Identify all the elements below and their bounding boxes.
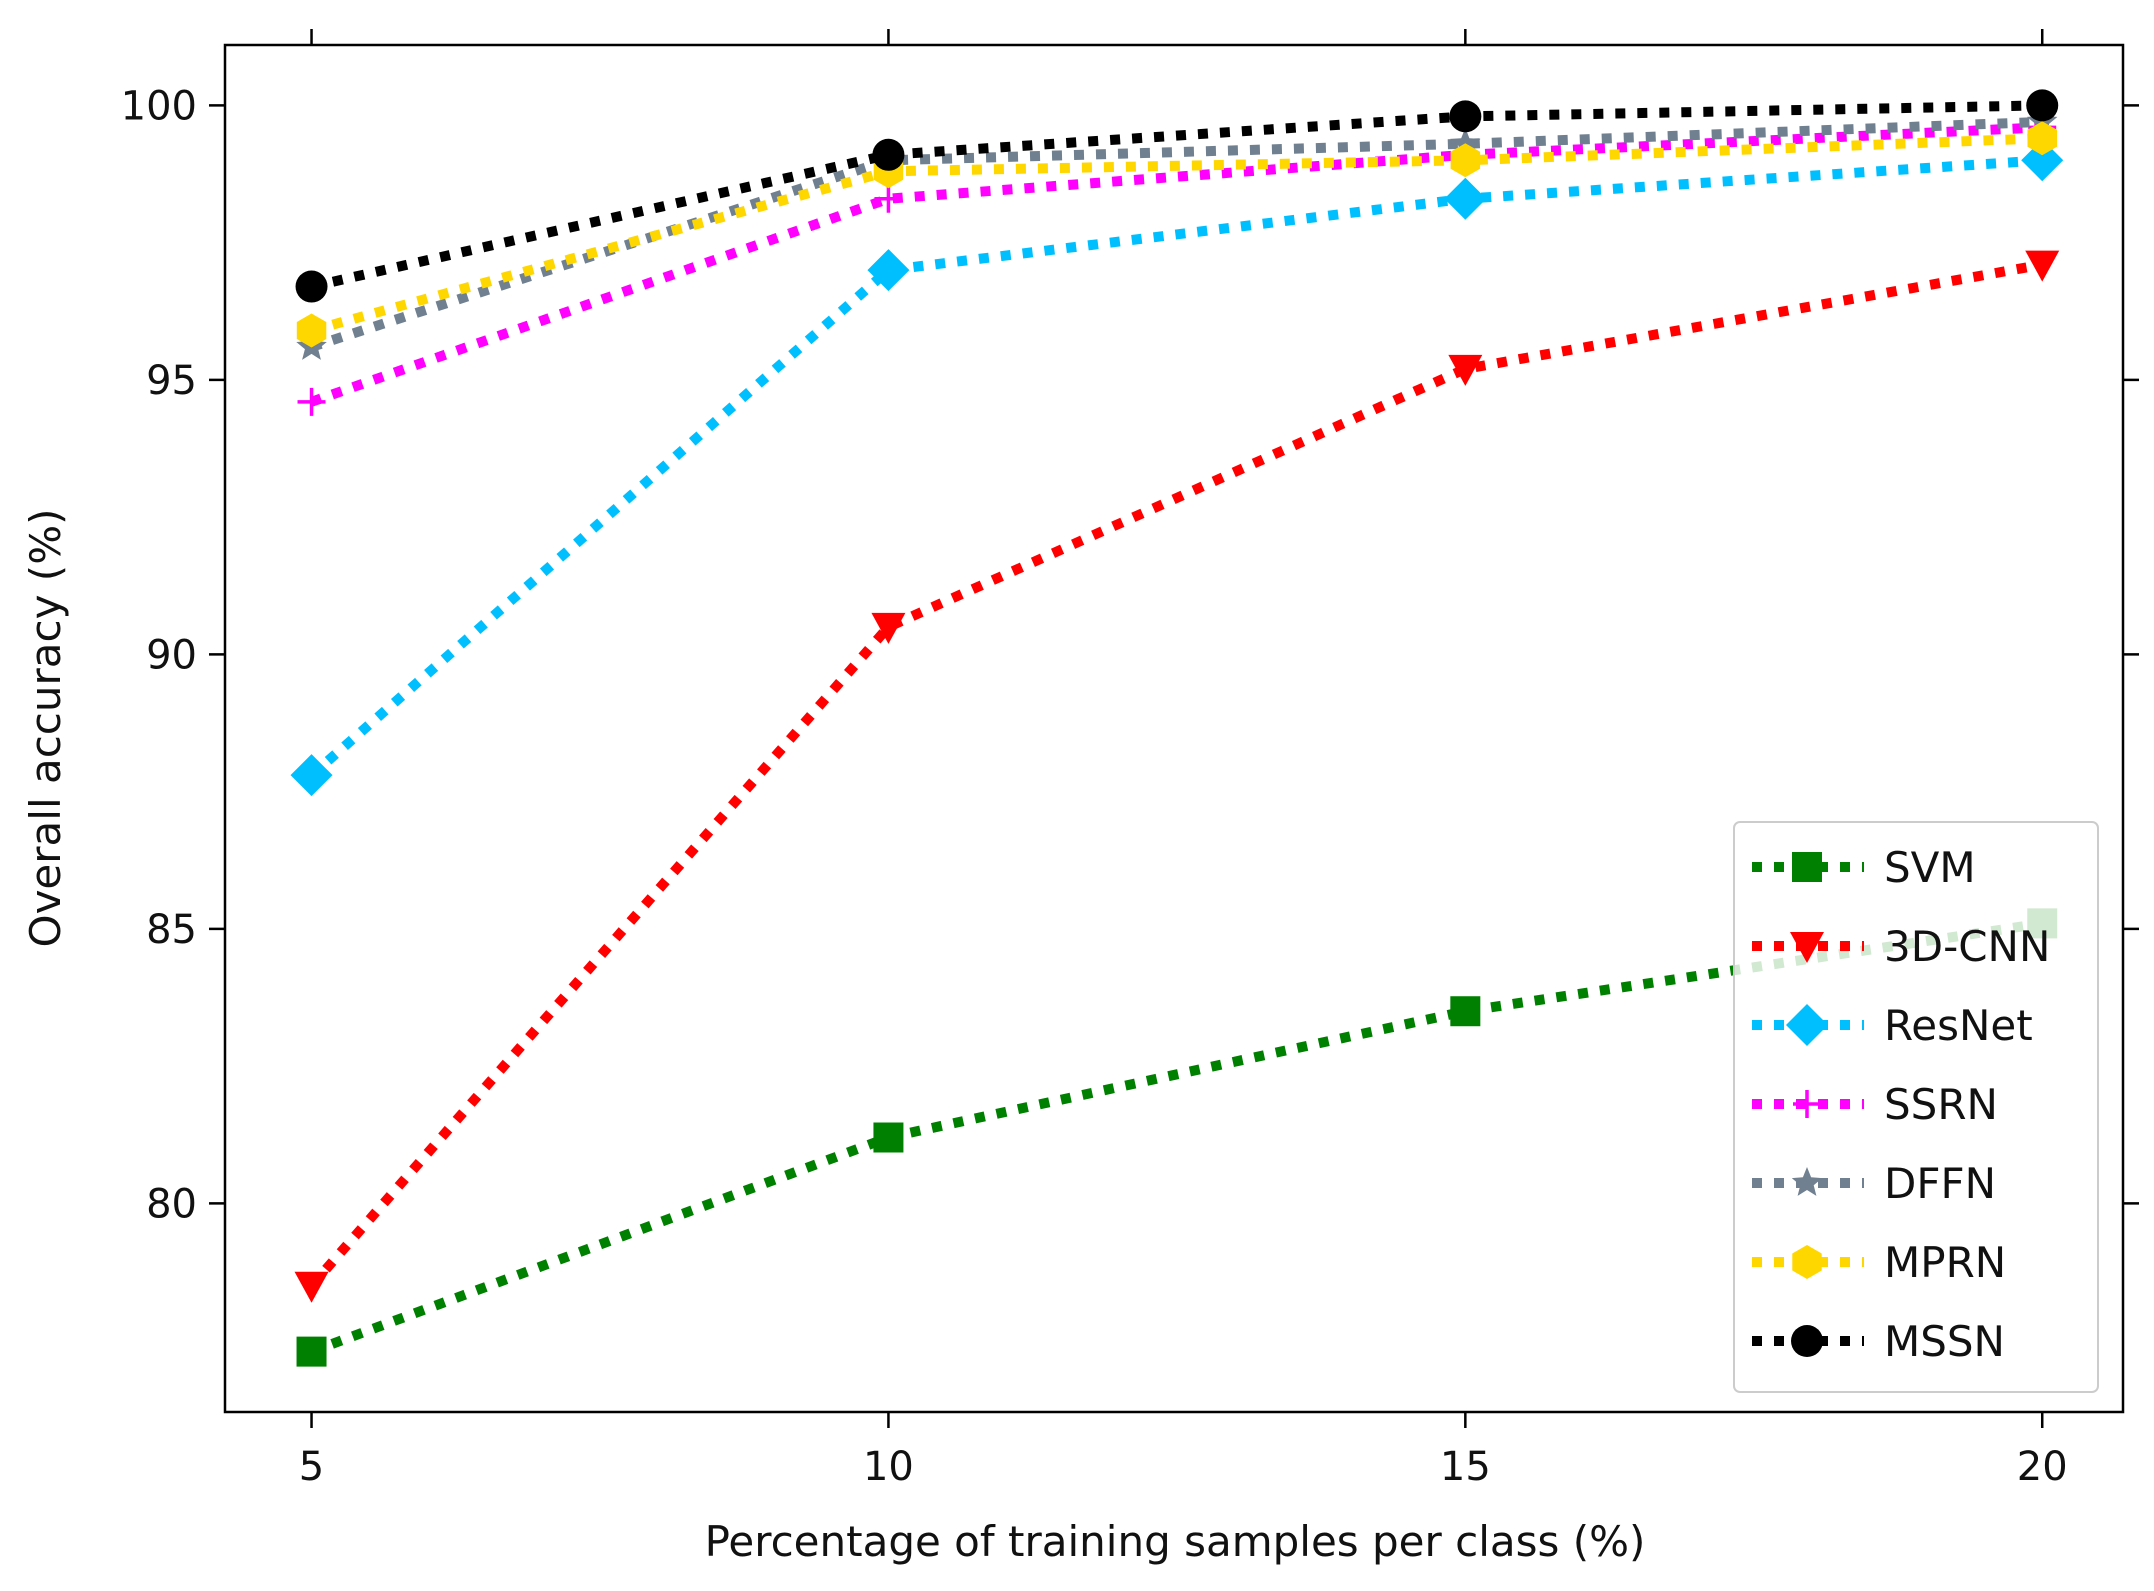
y-axis-label: Overall accuracy (%) xyxy=(21,509,70,948)
plot-frame xyxy=(223,43,2125,1414)
data-point-ssrn xyxy=(874,184,903,213)
data-point-mprn xyxy=(1450,143,1481,178)
legend-box xyxy=(1733,821,2099,1393)
legend-entry-ssrn: SSRN xyxy=(1752,1080,1998,1129)
y-tick-label: 80 xyxy=(146,1181,197,1227)
legend-entry-3d-cnn: 3D-CNN xyxy=(1752,922,2050,971)
y-tick-label: 95 xyxy=(146,358,197,404)
y-tick-label: 100 xyxy=(121,83,197,129)
data-point-resnet xyxy=(1444,177,1487,220)
series-line-mprn xyxy=(310,133,2043,336)
legend-label: MSSN xyxy=(1884,1317,2005,1366)
legend-marker xyxy=(1786,1004,1828,1046)
legend-marker xyxy=(1793,1090,1821,1118)
y-tick-label: 90 xyxy=(146,632,197,678)
legend: SVM 3D-CNN ResNet SSRN DFFN MPRN MSSN xyxy=(1733,821,2099,1393)
legend-marker xyxy=(1791,1325,1823,1357)
legend-entry-dffn: DFFN xyxy=(1752,1159,1996,1208)
legend-label: DFFN xyxy=(1884,1159,1996,1208)
data-point-3d-cnn xyxy=(1448,354,1483,386)
data-point-resnet xyxy=(290,754,333,797)
legend-marker xyxy=(1790,932,1824,963)
series-3d-cnn xyxy=(294,250,2060,1303)
legend-marker xyxy=(1791,1167,1823,1196)
data-point-dffn xyxy=(1450,127,1481,157)
x-tick-label: 5 xyxy=(299,1444,324,1490)
legend-entry-mprn: MPRN xyxy=(1752,1238,2006,1287)
legend-entry-svm: SVM xyxy=(1752,843,1976,892)
x-tick-label: 20 xyxy=(2017,1444,2068,1490)
legend-label: SSRN xyxy=(1884,1080,1998,1129)
data-point-svm xyxy=(1450,996,1481,1027)
legend-label: SVM xyxy=(1884,843,1976,892)
series-line-resnet xyxy=(308,155,2043,779)
data-point-resnet xyxy=(867,249,910,292)
legend-marker xyxy=(1792,1245,1822,1279)
series-line-ssrn xyxy=(309,122,2043,407)
axis-ticks: 5 10 15 20 80 85 90 95 100 xyxy=(121,29,2139,1490)
data-point-mssn xyxy=(295,270,328,303)
legend-entry-mssn: MSSN xyxy=(1752,1317,2005,1366)
data-point-svm xyxy=(873,1122,904,1153)
y-tick-label: 85 xyxy=(146,907,197,953)
data-point-3d-cnn xyxy=(2025,250,2060,282)
data-point-mssn xyxy=(872,138,905,171)
series-line-3d-cnn xyxy=(307,259,2044,1289)
data-point-resnet xyxy=(2021,139,2064,182)
data-point-mssn xyxy=(2026,89,2059,122)
series-line-mssn xyxy=(310,100,2043,292)
series-mssn xyxy=(295,89,2059,303)
x-axis-label: Percentage of training samples per class… xyxy=(705,1517,1646,1566)
data-point-mprn xyxy=(296,313,327,348)
series-ssrn xyxy=(297,113,2057,416)
legend-label: MPRN xyxy=(1884,1238,2006,1287)
legend-label: ResNet xyxy=(1884,1001,2033,1050)
data-point-svm xyxy=(296,1336,327,1367)
x-tick-label: 15 xyxy=(1440,1444,1491,1490)
data-point-3d-cnn xyxy=(294,1271,329,1303)
legend-entry-resnet: ResNet xyxy=(1752,1001,2033,1050)
data-point-mprn xyxy=(2027,121,2057,156)
series-resnet xyxy=(290,139,2064,797)
data-point-ssrn xyxy=(297,387,326,416)
data-point-mssn xyxy=(1449,100,1482,133)
legend-marker xyxy=(1792,852,1822,882)
x-tick-label: 10 xyxy=(863,1444,914,1490)
data-point-3d-cnn xyxy=(871,612,906,644)
legend-label: 3D-CNN xyxy=(1884,922,2050,971)
